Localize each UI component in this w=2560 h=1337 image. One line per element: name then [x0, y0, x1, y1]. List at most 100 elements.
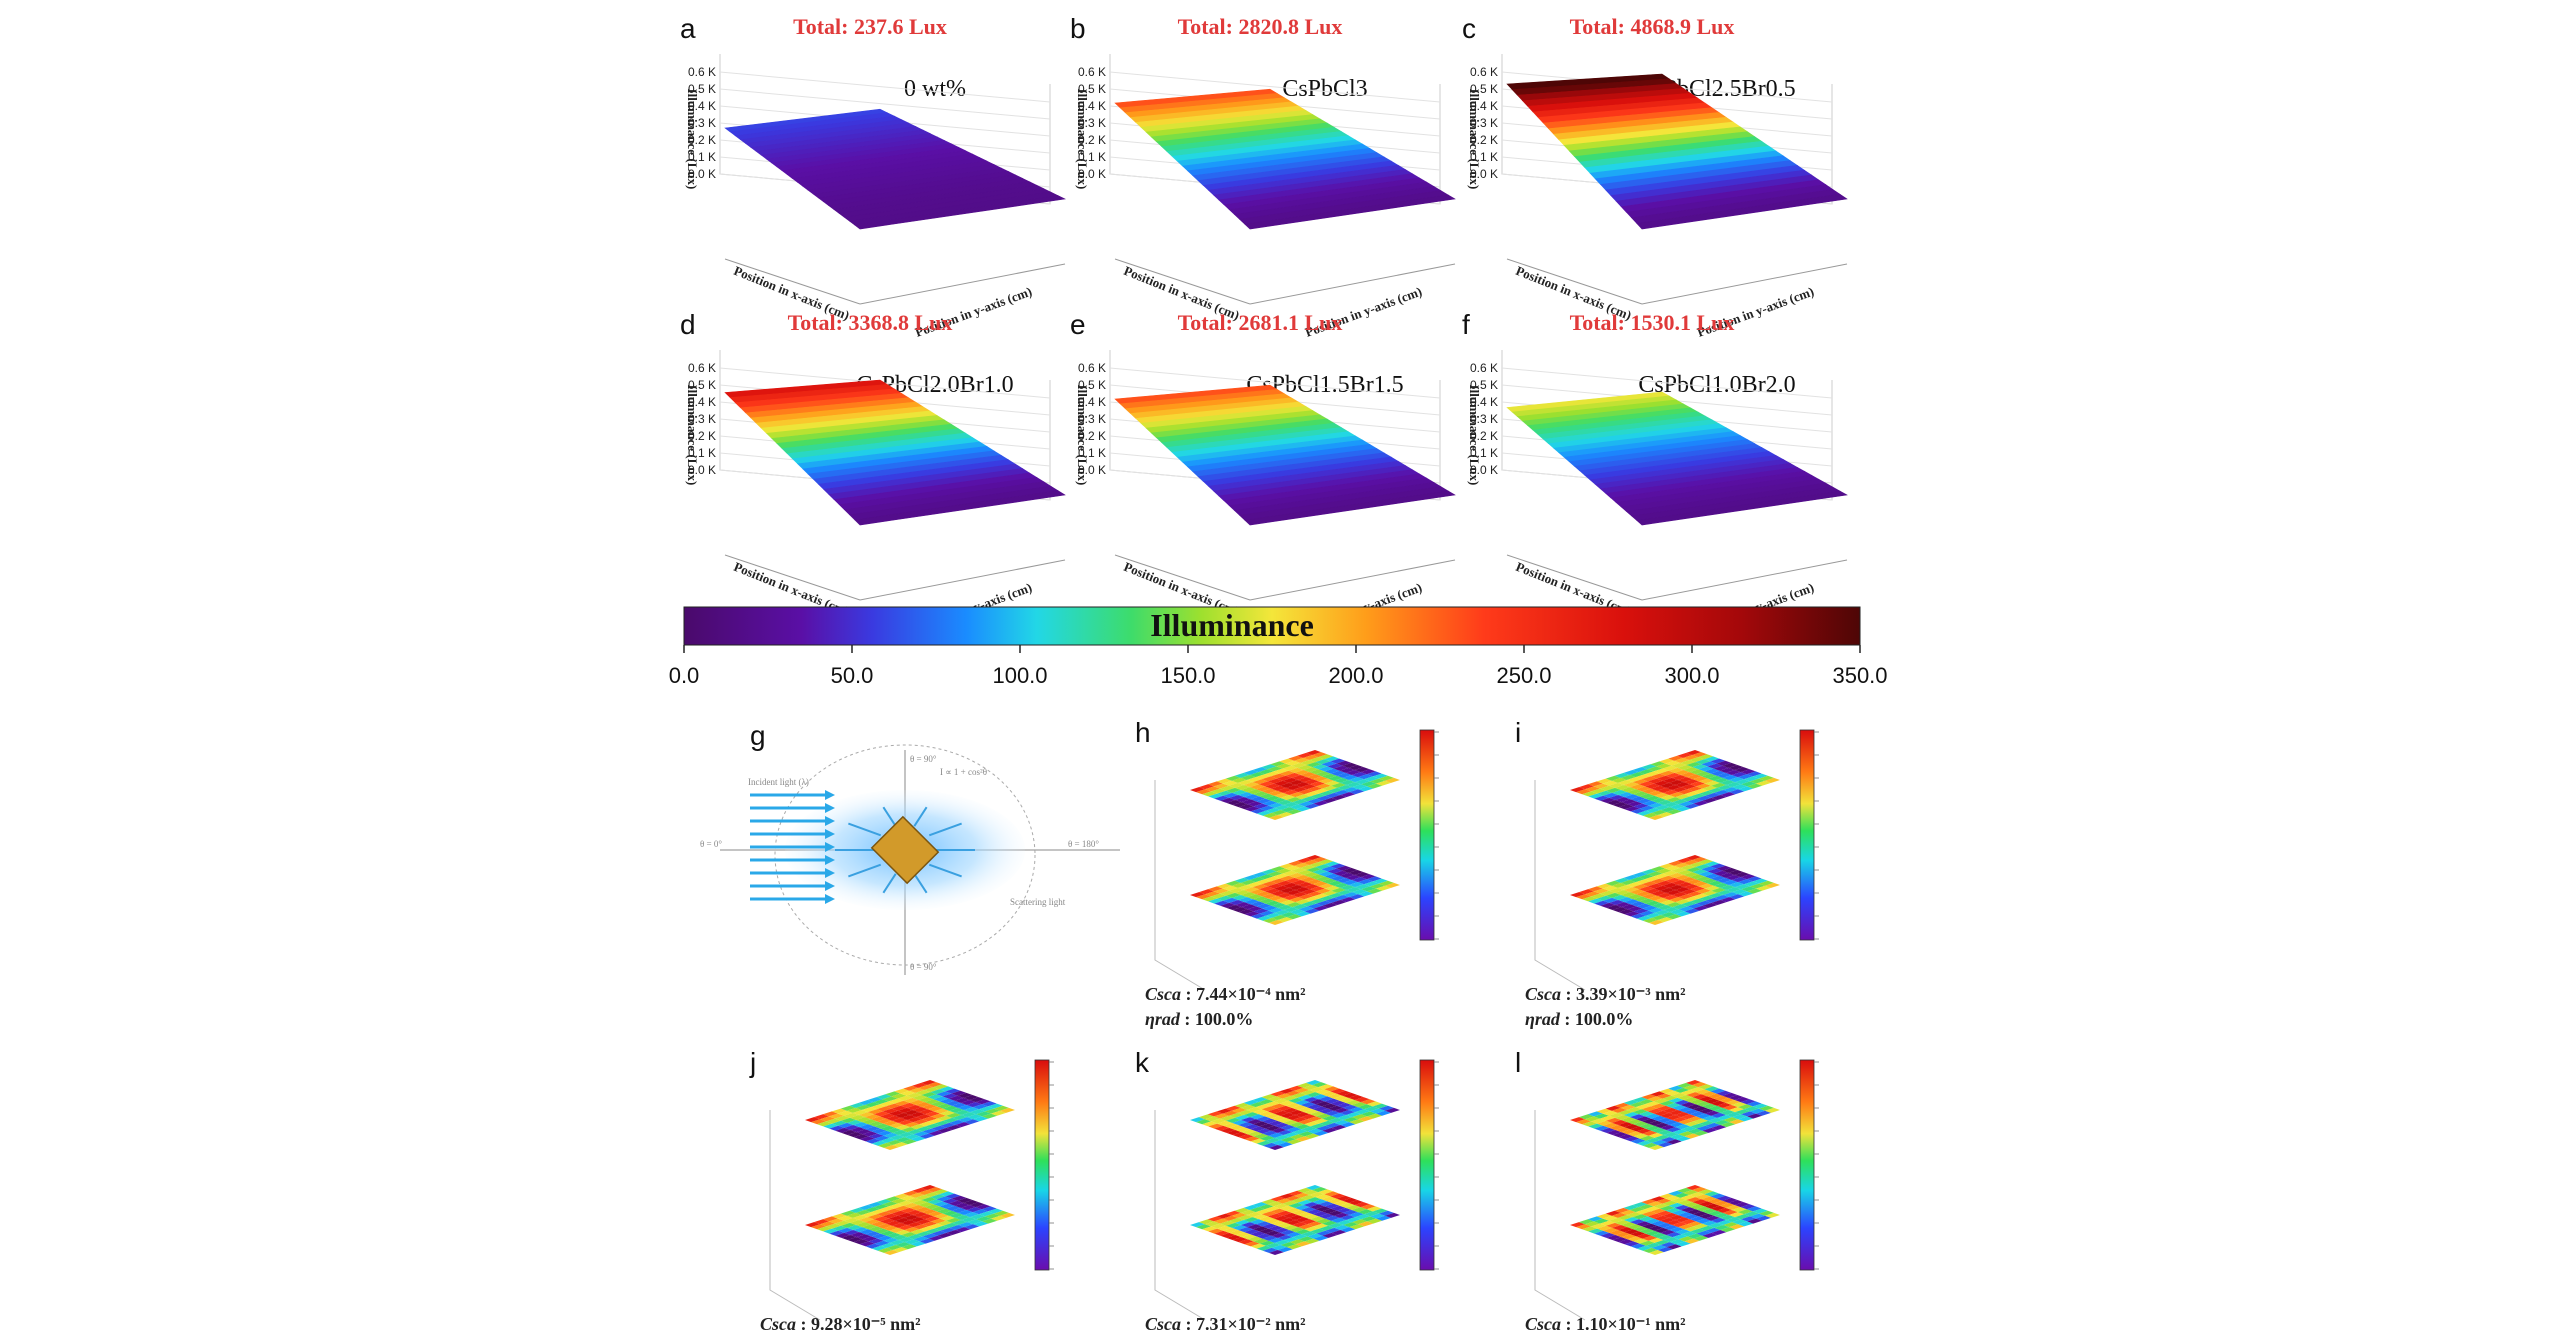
surface-cell [1665, 865, 1681, 871]
surface-cell [1605, 1105, 1621, 1111]
surface-cell [1693, 905, 1709, 911]
surface-cell [1258, 781, 1274, 787]
surface-cell [1235, 1232, 1251, 1238]
surface-cell [1681, 1114, 1697, 1120]
surface-cell [1330, 1100, 1346, 1106]
surface-cell [820, 1221, 835, 1227]
surface-cell [942, 1210, 958, 1216]
surface-cell [1336, 1090, 1352, 1096]
surface-cell [1205, 1221, 1220, 1227]
panel-label: f [1462, 309, 1470, 340]
surface-cell [958, 1222, 974, 1228]
surface-cell [906, 1105, 922, 1110]
surface-cell [1306, 867, 1322, 873]
surface-cell [1696, 1125, 1712, 1131]
surface-cell [975, 1099, 991, 1105]
surface-cell [1731, 877, 1747, 883]
surface-cell [1262, 1235, 1278, 1241]
surface-cell [1229, 795, 1245, 800]
surface-cell [925, 1216, 940, 1222]
surface-cell [1674, 1087, 1690, 1093]
surface-cell [1265, 795, 1281, 801]
surface-cell [1310, 793, 1326, 799]
surface-cell [1276, 1093, 1292, 1099]
surface-cell [1279, 1100, 1295, 1106]
surface-cell [954, 1097, 970, 1103]
surface-cell [1735, 1109, 1750, 1115]
surface-cell [1609, 900, 1625, 905]
surface-cell [1653, 780, 1669, 786]
surface-cell [1276, 1105, 1292, 1111]
top-projection [1190, 1080, 1400, 1150]
surface-cell [883, 1120, 899, 1126]
surface-cell [1261, 1094, 1277, 1100]
surface-cell [901, 1139, 917, 1145]
surface-cell [1666, 1232, 1682, 1238]
surface-cell [921, 1092, 937, 1098]
surface-cell [1250, 1219, 1265, 1225]
surface-cell [1247, 1131, 1263, 1137]
surface-cell [886, 1127, 902, 1133]
surface-cell [924, 1099, 940, 1105]
surface-cell [1582, 791, 1598, 797]
surface-cell [1737, 774, 1753, 780]
surface-cell [1265, 1218, 1280, 1224]
surface-cell [1698, 754, 1714, 760]
surface-cell [1603, 792, 1619, 798]
surface-cell [1309, 757, 1325, 763]
surface-cell [1325, 780, 1340, 786]
surface-cell [1597, 1225, 1613, 1231]
surface-cell [1258, 1204, 1274, 1210]
surface-cell [1603, 1227, 1619, 1233]
surface-cell [1300, 865, 1316, 870]
surface-cell [1256, 1245, 1272, 1251]
surface-cell [1241, 787, 1257, 793]
surface-cell [909, 1192, 925, 1198]
surface-cell [1686, 1197, 1702, 1203]
surface-cell [972, 1104, 988, 1110]
surface-cell [1585, 1221, 1600, 1227]
surface-cell [1671, 775, 1687, 780]
surface-cell [1720, 1227, 1736, 1233]
surface-cell [1660, 1217, 1675, 1223]
surface-cell [894, 1193, 910, 1199]
nanocrystal-icon [870, 815, 940, 885]
surface-cell [1346, 782, 1362, 788]
surface-cell [1669, 909, 1685, 915]
surface-cell [1677, 777, 1693, 783]
surface-cell [1636, 1221, 1652, 1227]
surface-cell [1653, 885, 1669, 891]
surface-cell [1659, 770, 1675, 776]
surface-cell [1316, 783, 1332, 789]
surface-cell [1231, 777, 1247, 783]
surface-cell [1716, 1195, 1732, 1201]
surface-cell [1714, 1120, 1730, 1125]
surface-cell [1208, 1123, 1224, 1129]
surface-cell [1313, 1130, 1329, 1136]
surface-cell [1681, 796, 1697, 802]
surface-cell [936, 1103, 952, 1109]
surface-cell [1705, 780, 1720, 786]
surface-cell [1713, 765, 1729, 771]
surface-cell [1659, 1088, 1675, 1094]
surface-cell [1261, 764, 1277, 770]
surface-cell [919, 1238, 935, 1244]
surface-cell [1699, 1225, 1715, 1231]
surface-cell [1324, 1191, 1340, 1197]
surface-cell [1605, 775, 1621, 781]
surface-cell [918, 1085, 934, 1090]
surface-cell [1214, 795, 1230, 801]
surface-cell [1648, 802, 1664, 808]
surface-cell [870, 1209, 886, 1215]
surface-cell [933, 1189, 949, 1195]
surface-cell [1354, 872, 1370, 878]
surface-cell [1683, 779, 1699, 785]
surface-cell [1686, 879, 1702, 885]
surface-cell [832, 1120, 848, 1126]
surface-cell [1627, 1131, 1643, 1137]
z-tick: 0.3 K [1078, 116, 1106, 130]
surface-cell [1303, 1214, 1319, 1220]
